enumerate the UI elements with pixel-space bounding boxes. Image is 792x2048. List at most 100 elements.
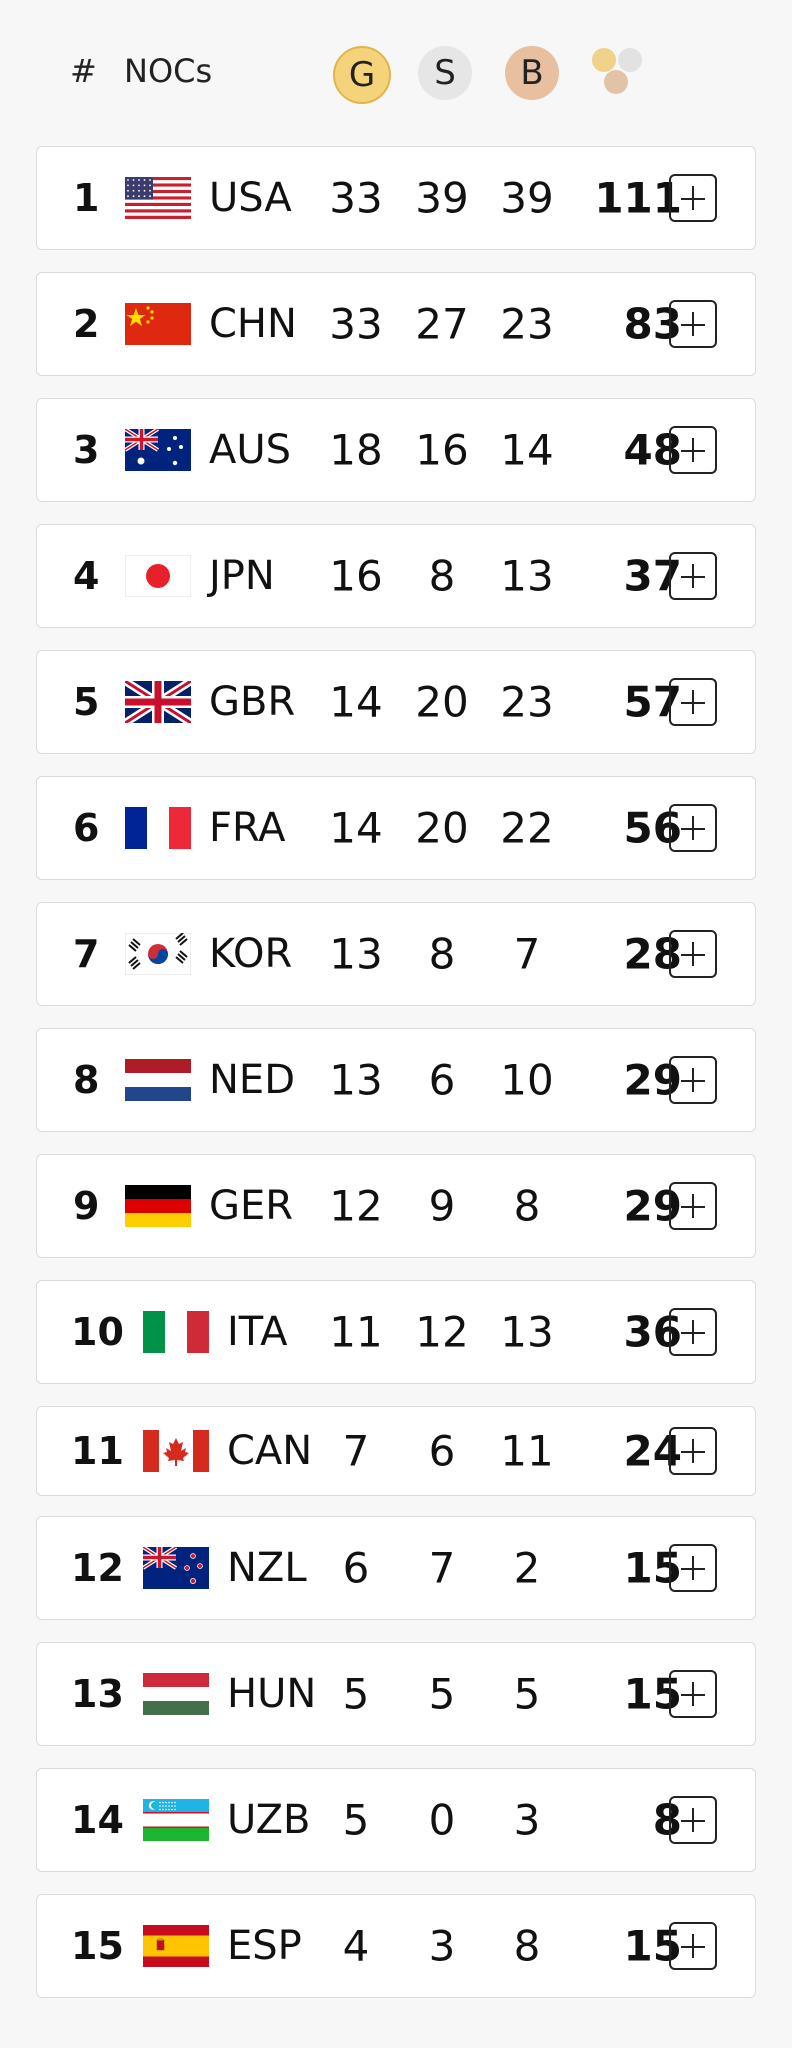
noc-code[interactable]: JPN (209, 553, 275, 599)
bronze-count: 3 (513, 1795, 541, 1845)
expand-row-button[interactable] (669, 174, 717, 222)
total-count: 111 (594, 173, 682, 223)
expand-row-button[interactable] (669, 678, 717, 726)
rank-column-header: # (70, 52, 97, 90)
expand-row-button[interactable] (669, 1922, 717, 1970)
bronze-count: 22 (500, 803, 554, 853)
table-row[interactable]: 5 GBR 14 20 23 57 (36, 650, 756, 754)
table-row[interactable]: 11 CAN 7 6 11 24 (36, 1406, 756, 1496)
expand-row-button[interactable] (669, 1670, 717, 1718)
total-count: 24 (623, 1426, 682, 1476)
expand-row-button[interactable] (669, 1796, 717, 1844)
bronze-dot (604, 70, 628, 94)
rank: 5 (73, 680, 100, 724)
silver-count: 16 (415, 425, 469, 475)
table-row[interactable]: 12 NZL 6 7 2 15 (36, 1516, 756, 1620)
table-row[interactable]: 3 AUS 18 16 14 48 (36, 398, 756, 502)
rank: 4 (73, 554, 100, 598)
gold-count: 18 (329, 425, 383, 475)
flag-icon-kor (125, 933, 191, 975)
flag-icon-ned (125, 1059, 191, 1101)
gold-count: 14 (329, 803, 383, 853)
silver-count: 8 (428, 929, 456, 979)
table-row[interactable]: 14 UZB 5 0 3 8 (36, 1768, 756, 1872)
table-row[interactable]: 10 ITA 11 12 13 36 (36, 1280, 756, 1384)
noc-code[interactable]: FRA (209, 805, 286, 851)
bronze-count: 13 (500, 551, 554, 601)
noc-code[interactable]: GBR (209, 679, 296, 725)
noc-code[interactable]: AUS (209, 427, 292, 473)
silver-count: 12 (415, 1307, 469, 1357)
silver-count: 7 (428, 1543, 456, 1593)
rank: 3 (73, 428, 100, 472)
expand-row-button[interactable] (669, 1544, 717, 1592)
table-row[interactable]: 4 JPN 16 8 13 37 (36, 524, 756, 628)
gold-count: 5 (342, 1795, 370, 1845)
expand-row-button[interactable] (669, 1056, 717, 1104)
table-header: # NOCs G S B (0, 0, 792, 140)
expand-row-button[interactable] (669, 300, 717, 348)
noc-code[interactable]: NED (209, 1057, 295, 1103)
expand-row-button[interactable] (669, 1182, 717, 1230)
silver-count: 20 (415, 677, 469, 727)
flag-icon-uzb (143, 1799, 209, 1841)
flag-icon-ita (143, 1311, 209, 1353)
expand-row-button[interactable] (669, 804, 717, 852)
noc-code[interactable]: USA (209, 175, 292, 221)
total-count: 15 (623, 1543, 682, 1593)
expand-row-button[interactable] (669, 1308, 717, 1356)
bronze-count: 10 (500, 1055, 554, 1105)
expand-row-button[interactable] (669, 552, 717, 600)
expand-row-button[interactable] (669, 930, 717, 978)
gold-count: 7 (342, 1426, 370, 1476)
rank: 12 (71, 1546, 124, 1590)
flag-icon-fra (125, 807, 191, 849)
rank: 13 (71, 1672, 124, 1716)
silver-count: 9 (428, 1181, 456, 1231)
noc-code[interactable]: UZB (227, 1797, 311, 1843)
bronze-count: 8 (513, 1181, 541, 1231)
noc-code[interactable]: HUN (227, 1671, 317, 1717)
expand-row-button[interactable] (669, 426, 717, 474)
total-count: 57 (623, 677, 682, 727)
flag-icon-usa (125, 177, 191, 219)
noc-code[interactable]: CHN (209, 301, 297, 347)
table-row[interactable]: 8 NED 13 6 10 29 (36, 1028, 756, 1132)
gold-count: 16 (329, 551, 383, 601)
table-row[interactable]: 1 USA 33 39 39 111 (36, 146, 756, 250)
total-count: 36 (623, 1307, 682, 1357)
bronze-column-header[interactable]: B (505, 46, 559, 100)
total-count: 28 (623, 929, 682, 979)
table-row[interactable]: 9 GER 12 9 8 29 (36, 1154, 756, 1258)
bronze-count: 11 (500, 1426, 554, 1476)
gold-column-header[interactable]: G (333, 46, 391, 104)
silver-count: 6 (428, 1055, 456, 1105)
table-row[interactable]: 7 KOR 13 8 7 28 (36, 902, 756, 1006)
flag-icon-jpn (125, 555, 191, 597)
noc-code[interactable]: KOR (209, 931, 293, 977)
silver-column-header[interactable]: S (418, 46, 472, 100)
gold-count: 11 (329, 1307, 383, 1357)
total-count: 37 (623, 551, 682, 601)
noc-code[interactable]: NZL (227, 1545, 307, 1591)
table-row[interactable]: 15 ESP 4 3 8 15 (36, 1894, 756, 1998)
noc-code[interactable]: GER (209, 1183, 294, 1229)
silver-count: 5 (428, 1669, 456, 1719)
noc-code[interactable]: ESP (227, 1923, 302, 1969)
rank: 6 (73, 806, 100, 850)
rank: 11 (71, 1429, 124, 1473)
total-count: 56 (623, 803, 682, 853)
gold-count: 5 (342, 1669, 370, 1719)
expand-row-button[interactable] (669, 1427, 717, 1475)
total-medals-icon[interactable] (588, 44, 648, 100)
total-count: 48 (623, 425, 682, 475)
noc-code[interactable]: CAN (227, 1428, 313, 1474)
noc-code[interactable]: ITA (227, 1309, 288, 1355)
table-row[interactable]: 6 FRA 14 20 22 56 (36, 776, 756, 880)
table-row[interactable]: 2 CHN 33 27 23 83 (36, 272, 756, 376)
silver-count: 20 (415, 803, 469, 853)
flag-icon-ger (125, 1185, 191, 1227)
table-row[interactable]: 13 HUN 5 5 5 15 (36, 1642, 756, 1746)
rank: 7 (73, 932, 100, 976)
flag-icon-esp (143, 1925, 209, 1967)
